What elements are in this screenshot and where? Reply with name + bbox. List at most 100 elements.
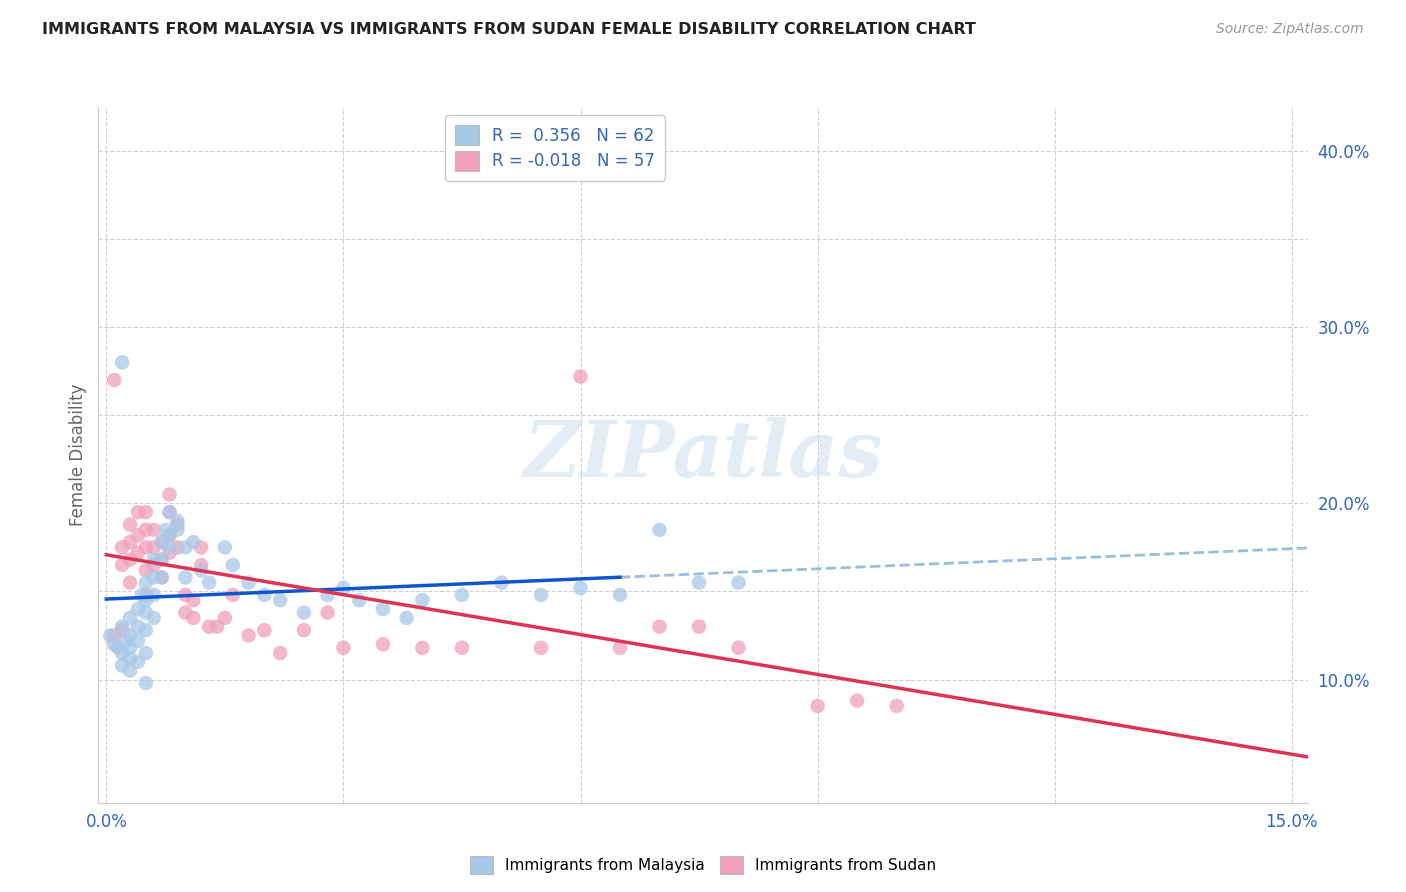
Point xyxy=(609,640,631,655)
Point xyxy=(103,628,125,642)
Point xyxy=(159,505,181,519)
Point xyxy=(269,646,291,660)
Point xyxy=(111,620,134,634)
Point xyxy=(316,588,339,602)
Point xyxy=(166,517,188,532)
Point xyxy=(150,535,173,549)
Point xyxy=(135,646,157,660)
Point xyxy=(127,633,149,648)
Point xyxy=(530,588,553,602)
Point xyxy=(269,593,291,607)
Point xyxy=(198,575,221,590)
Point xyxy=(159,487,181,501)
Point xyxy=(727,640,749,655)
Point xyxy=(253,623,276,637)
Point xyxy=(727,575,749,590)
Point xyxy=(316,606,339,620)
Point xyxy=(648,620,671,634)
Point xyxy=(371,637,394,651)
Point xyxy=(135,676,157,690)
Point xyxy=(98,628,121,642)
Point xyxy=(118,611,141,625)
Point xyxy=(142,552,165,566)
Point xyxy=(181,593,204,607)
Point xyxy=(135,523,157,537)
Point xyxy=(371,602,394,616)
Point xyxy=(205,620,228,634)
Point xyxy=(214,541,236,555)
Point xyxy=(222,588,245,602)
Point xyxy=(198,620,221,634)
Point xyxy=(150,552,173,566)
Point xyxy=(135,505,157,519)
Y-axis label: Female Disability: Female Disability xyxy=(69,384,87,526)
Point xyxy=(569,369,592,384)
Point xyxy=(688,620,710,634)
Point xyxy=(111,355,134,369)
Point xyxy=(103,373,125,387)
Point xyxy=(174,570,197,584)
Point xyxy=(332,581,354,595)
Point xyxy=(411,593,433,607)
Point xyxy=(111,558,134,572)
Point xyxy=(118,664,141,678)
Point xyxy=(142,523,165,537)
Point xyxy=(127,602,149,616)
Point xyxy=(451,588,474,602)
Point xyxy=(332,640,354,655)
Point xyxy=(131,588,153,602)
Point xyxy=(159,528,181,542)
Point xyxy=(127,528,149,542)
Point xyxy=(395,611,418,625)
Point xyxy=(142,558,165,572)
Point xyxy=(127,546,149,560)
Point xyxy=(491,575,513,590)
Point xyxy=(214,611,236,625)
Point xyxy=(111,658,134,673)
Point xyxy=(174,606,197,620)
Point xyxy=(190,558,212,572)
Legend: Immigrants from Malaysia, Immigrants from Sudan: Immigrants from Malaysia, Immigrants fro… xyxy=(464,850,942,880)
Point xyxy=(107,640,129,655)
Point xyxy=(238,575,260,590)
Point xyxy=(807,698,830,713)
Point xyxy=(142,541,165,555)
Point xyxy=(347,593,370,607)
Point xyxy=(135,623,157,637)
Point xyxy=(253,588,276,602)
Point xyxy=(118,640,141,655)
Point xyxy=(127,655,149,669)
Point xyxy=(292,606,315,620)
Point xyxy=(142,588,165,602)
Point xyxy=(142,570,165,584)
Point xyxy=(118,651,141,665)
Point xyxy=(127,620,149,634)
Point xyxy=(150,552,173,566)
Point xyxy=(174,541,197,555)
Point xyxy=(127,505,149,519)
Point xyxy=(135,588,157,602)
Point xyxy=(135,563,157,577)
Point xyxy=(159,528,181,542)
Point xyxy=(135,593,157,607)
Point xyxy=(150,570,173,584)
Point xyxy=(190,541,212,555)
Point xyxy=(155,523,177,537)
Point xyxy=(222,558,245,572)
Point xyxy=(174,588,197,602)
Legend: R =  0.356   N = 62, R = -0.018   N = 57: R = 0.356 N = 62, R = -0.018 N = 57 xyxy=(446,115,665,180)
Text: Source: ZipAtlas.com: Source: ZipAtlas.com xyxy=(1216,22,1364,37)
Point xyxy=(135,606,157,620)
Point xyxy=(111,646,134,660)
Point xyxy=(688,575,710,590)
Point xyxy=(411,640,433,655)
Point xyxy=(181,535,204,549)
Point xyxy=(190,563,212,577)
Point xyxy=(118,552,141,566)
Point xyxy=(159,541,181,555)
Point xyxy=(135,575,157,590)
Point xyxy=(118,628,141,642)
Point xyxy=(609,588,631,602)
Point xyxy=(886,698,908,713)
Point xyxy=(118,575,141,590)
